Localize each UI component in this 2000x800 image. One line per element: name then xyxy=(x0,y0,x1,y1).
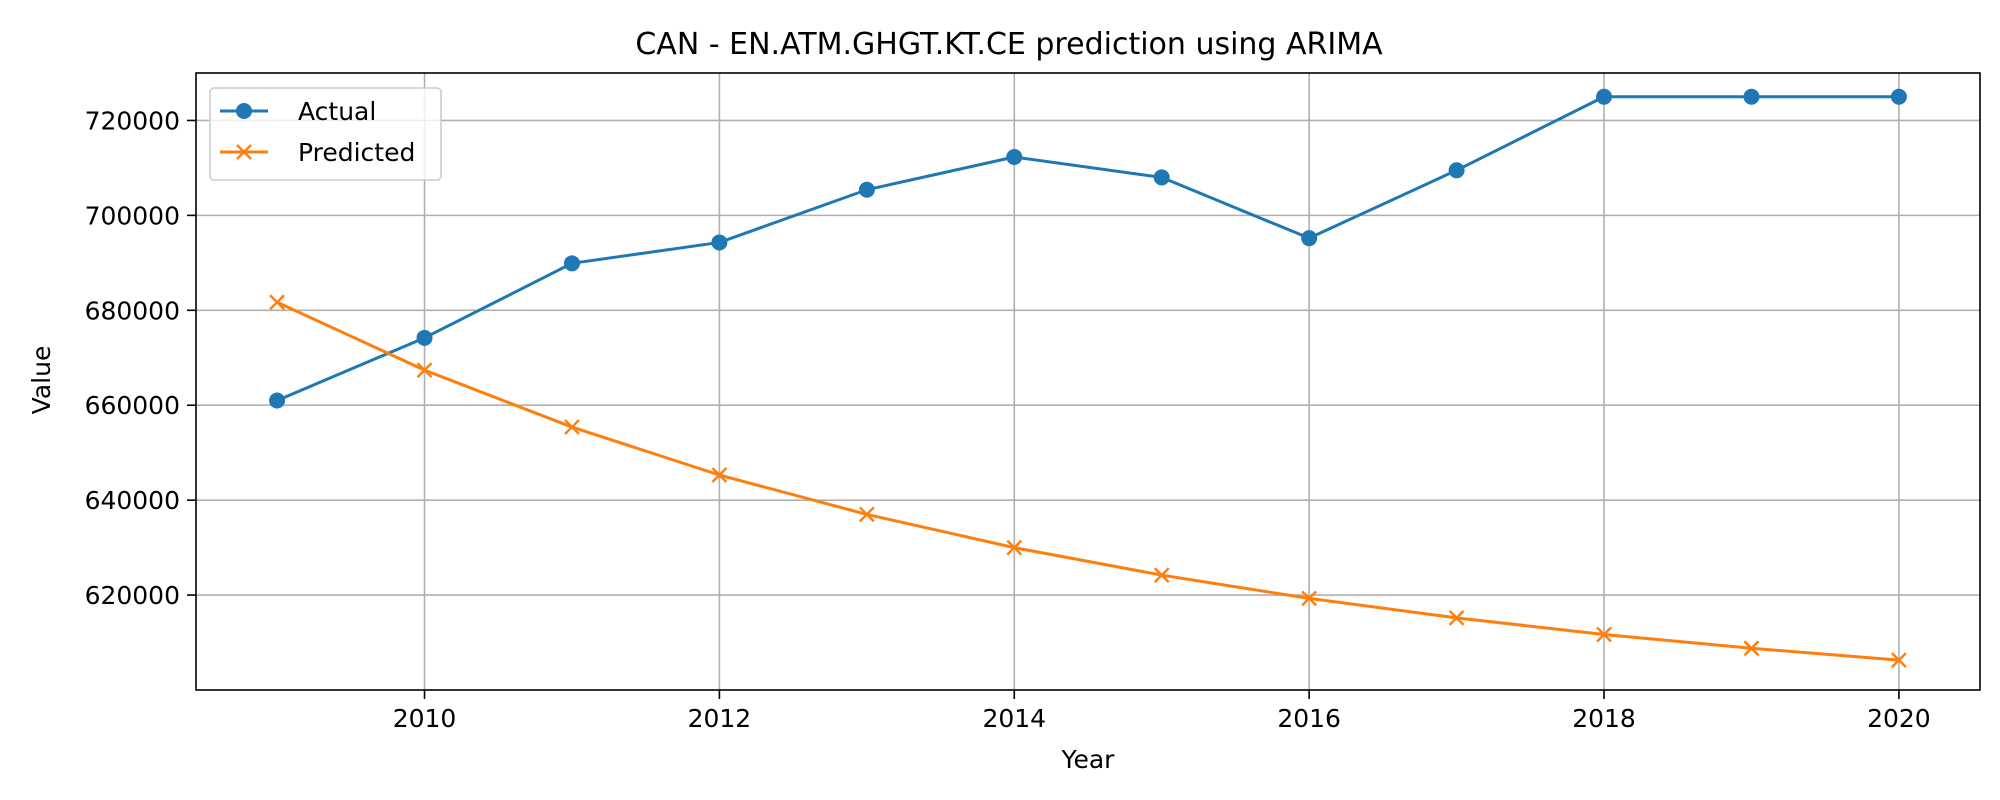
series-line-predicted xyxy=(275,300,1901,662)
data-point-predicted xyxy=(1596,626,1612,643)
data-point-actual xyxy=(563,255,580,272)
y-tick-label: 720000 xyxy=(85,106,180,135)
y-tick-label: 680000 xyxy=(85,296,180,325)
data-point-predicted xyxy=(1006,539,1023,556)
data-point-predicted xyxy=(564,419,580,435)
data-point-actual xyxy=(1596,88,1613,105)
legend: Actual Predicted xyxy=(209,87,442,181)
data-point-predicted xyxy=(858,506,875,523)
x-tick-label: 2020 xyxy=(1867,704,1931,733)
series-layer xyxy=(269,88,1907,668)
legend-actual-marker xyxy=(236,103,252,119)
y-tick-label: 620000 xyxy=(85,581,180,610)
x-axis-title: Year xyxy=(1061,745,1116,774)
data-point-predicted xyxy=(269,294,285,311)
data-point-predicted xyxy=(1448,610,1465,626)
data-point-predicted xyxy=(711,467,728,483)
legend-predicted-marker xyxy=(236,144,252,160)
x-tick-label: 2010 xyxy=(393,704,457,733)
data-point-actual xyxy=(1006,149,1023,166)
data-point-predicted xyxy=(1301,590,1318,607)
x-tick-label: 2014 xyxy=(982,704,1046,733)
x-tick-label: 2018 xyxy=(1572,704,1636,733)
gridlines xyxy=(196,73,1980,690)
legend-actual-label: Actual xyxy=(298,97,376,126)
plot-frame xyxy=(195,72,1981,691)
data-point-actual xyxy=(269,392,286,409)
chart-title: CAN - EN.ATM.GHGT.KT.CE prediction using… xyxy=(635,27,1383,62)
data-point-actual xyxy=(858,181,875,198)
data-point-actual xyxy=(1153,169,1170,186)
data-point-predicted xyxy=(1891,652,1907,668)
data-point-actual xyxy=(416,329,433,346)
legend-predicted-label: Predicted xyxy=(298,138,415,167)
data-point-predicted xyxy=(416,362,433,378)
y-tick-label: 640000 xyxy=(85,486,180,515)
y-axis-title: Value xyxy=(27,346,56,415)
x-tick-label: 2012 xyxy=(688,704,752,733)
data-point-actual xyxy=(1890,88,1907,105)
y-tick-label: 700000 xyxy=(85,201,180,230)
data-point-actual xyxy=(1301,230,1318,247)
y-tick-label: 660000 xyxy=(85,391,180,420)
series-line-actual xyxy=(275,95,1901,402)
y-axis-ticks: 620000 640000 660000 680000 700000 720000 xyxy=(85,106,196,610)
data-point-actual xyxy=(1743,88,1760,105)
data-point-predicted xyxy=(1153,567,1170,583)
data-point-actual xyxy=(1448,162,1465,179)
x-axis-ticks: 2010 2012 2014 2016 2018 2020 xyxy=(393,690,1931,733)
data-point-predicted xyxy=(1743,640,1760,657)
x-tick-label: 2016 xyxy=(1277,704,1341,733)
data-point-actual xyxy=(711,234,728,251)
